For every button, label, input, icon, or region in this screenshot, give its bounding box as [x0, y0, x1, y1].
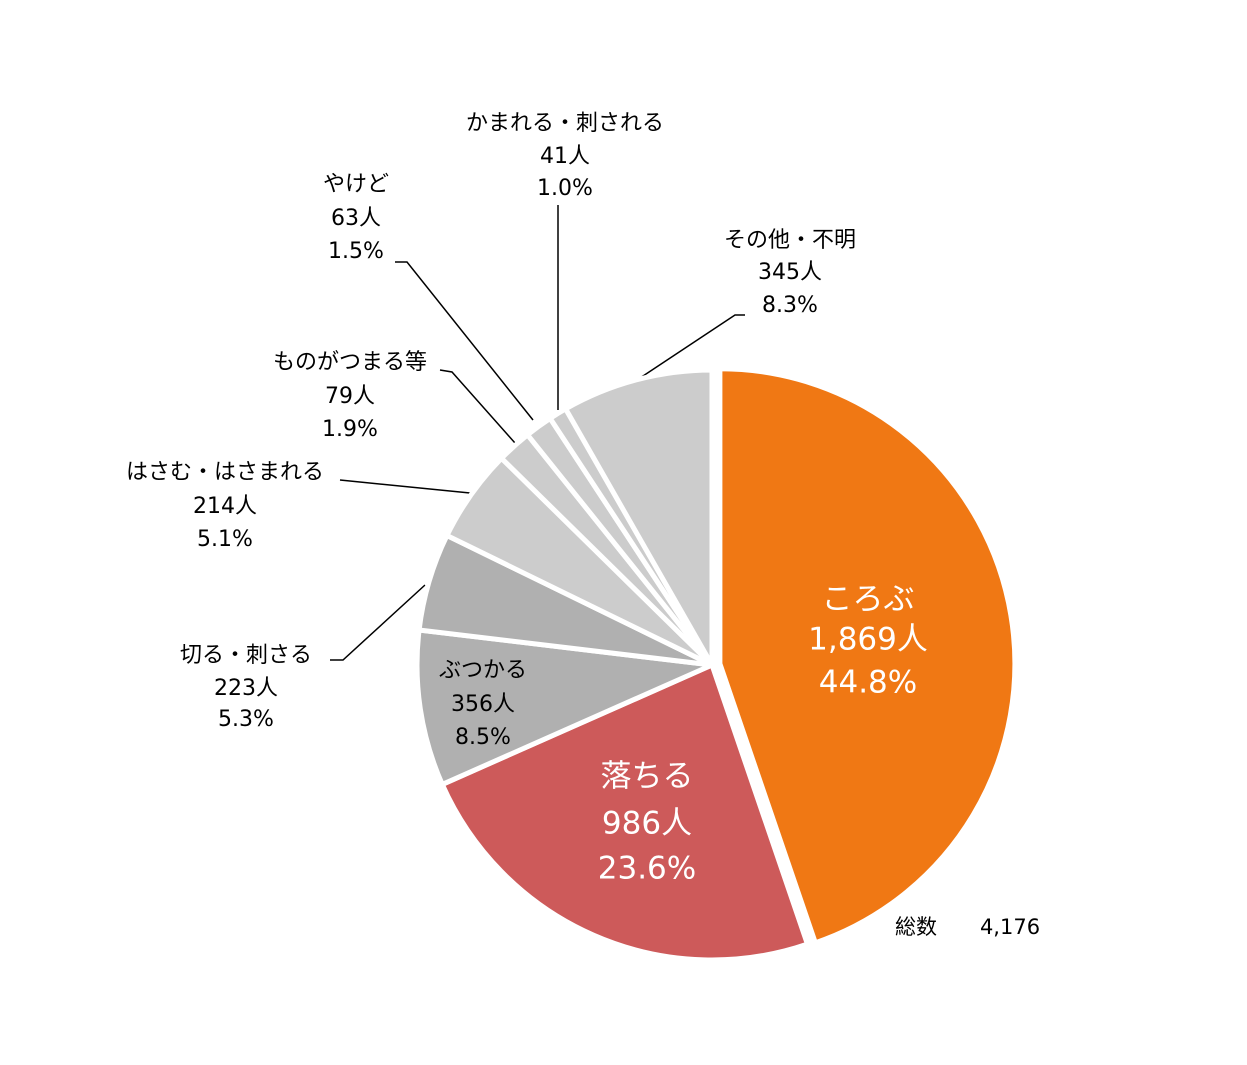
value-label: 986人: [602, 806, 692, 842]
pie-slice: [717, 366, 1018, 946]
leader-line: [339, 479, 471, 494]
total-label: 4,176: [980, 915, 1040, 939]
slice-label: 落ちる: [601, 759, 694, 795]
slice-label: ぶつかる: [439, 658, 527, 683]
total-title: 総数: [895, 915, 937, 939]
percent-label: 1.5%: [328, 239, 384, 264]
slice-label: ころぶ: [822, 582, 915, 618]
value-label: 345人: [758, 260, 822, 285]
value-label: 1,869人: [808, 622, 928, 658]
value-label: 63人: [331, 206, 381, 231]
percent-label: 8.5%: [455, 725, 511, 750]
leader-line: [639, 314, 745, 379]
pie-slice: [439, 662, 810, 963]
slice-label: はさむ・はさまれる: [126, 460, 324, 485]
percent-label: 8.3%: [762, 293, 818, 318]
value-label: 223人: [214, 676, 278, 701]
percent-label: 5.3%: [218, 707, 274, 732]
value-label: 356人: [451, 692, 515, 717]
slice-label: 切る・刺さる: [180, 643, 312, 668]
percent-label: 1.0%: [537, 176, 593, 201]
percent-label: 1.9%: [322, 417, 378, 442]
value-label: 214人: [193, 494, 257, 519]
leader-line: [395, 261, 534, 421]
slice-label: やけど: [323, 172, 389, 197]
slice-label: ものがつまる等: [273, 350, 427, 375]
pie-slice: [563, 367, 715, 668]
percent-label: 5.1%: [197, 527, 253, 552]
percent-label: 44.8%: [819, 665, 917, 701]
slice-label: かまれる・刺される: [466, 111, 664, 136]
slice-label: その他・不明: [724, 228, 856, 253]
leader-line: [439, 369, 516, 444]
percent-label: 23.6%: [598, 851, 696, 887]
leader-line: [330, 584, 426, 661]
pie-slice: [414, 627, 715, 787]
value-label: 79人: [325, 384, 375, 409]
value-label: 41人: [540, 144, 590, 169]
